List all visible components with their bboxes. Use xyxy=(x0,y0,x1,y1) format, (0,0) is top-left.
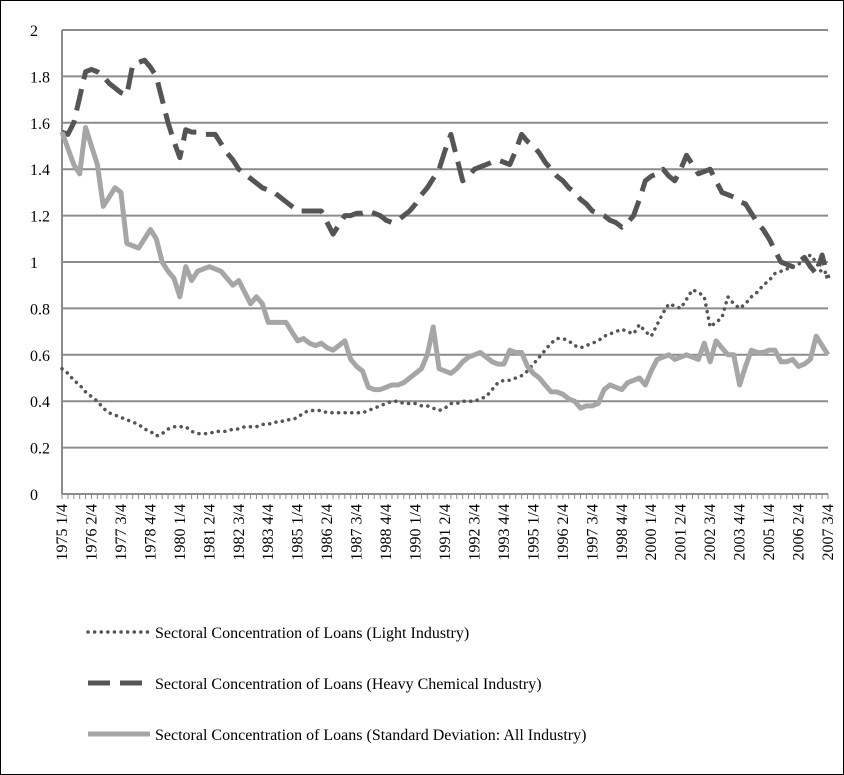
y-tick-label: 0.4 xyxy=(30,394,50,411)
x-tick-label: 1996 2/4 xyxy=(555,504,572,560)
x-tick-label: 2001 2/4 xyxy=(673,504,690,560)
y-tick-label: 1.4 xyxy=(30,162,50,179)
y-tick-label: 1.6 xyxy=(30,116,50,133)
y-tick-label: 1.2 xyxy=(30,209,50,226)
series-line xyxy=(59,124,831,411)
legend-label: Sectoral Concentration of Loans (Heavy C… xyxy=(155,676,542,693)
x-tick-label: 1997 3/4 xyxy=(584,504,601,560)
x-tick-label: 1981 2/4 xyxy=(201,504,218,560)
legend-label: Sectoral Concentration of Loans (Light I… xyxy=(155,625,469,642)
x-tick-label: 1987 3/4 xyxy=(349,504,366,560)
y-tick-label: 0.8 xyxy=(30,301,50,318)
x-tick-label: 1982 3/4 xyxy=(231,504,248,560)
x-tick-label: 2006 2/4 xyxy=(791,504,808,560)
y-tick-label: 0.6 xyxy=(30,348,50,365)
y-tick-label: 1.8 xyxy=(30,69,50,86)
x-tick-label: 1988 4/4 xyxy=(378,504,395,560)
x-tick-label: 1995 1/4 xyxy=(525,504,542,560)
x-tick-label: 1983 4/4 xyxy=(260,504,277,560)
legend-label: Sectoral Concentration of Loans (Standar… xyxy=(155,727,586,744)
x-tick-label: 2005 1/4 xyxy=(761,504,778,560)
x-tick-label: 2003 4/4 xyxy=(732,504,749,560)
x-tick-label: 2000 1/4 xyxy=(643,504,660,560)
y-tick-label: 1 xyxy=(30,255,38,272)
x-tick-label: 2002 3/4 xyxy=(702,504,719,560)
x-tick-label: 1980 1/4 xyxy=(172,504,189,560)
x-tick-label: 1976 2/4 xyxy=(83,504,100,560)
series-line xyxy=(60,253,830,438)
x-tick-label: 1985 1/4 xyxy=(290,504,307,560)
x-tick-label: 1998 4/4 xyxy=(614,504,631,560)
series-line xyxy=(61,57,831,279)
x-tick-label: 1992 3/4 xyxy=(466,504,483,560)
y-tick-label: 0.2 xyxy=(30,441,50,458)
x-tick-label: 1977 3/4 xyxy=(113,504,130,560)
x-tick-label: 1986 2/4 xyxy=(319,504,336,560)
x-tick-label: 1975 1/4 xyxy=(54,504,71,560)
x-tick-label: 1991 2/4 xyxy=(437,504,454,560)
x-tick-label: 1978 4/4 xyxy=(142,504,159,560)
y-tick-label: 0 xyxy=(30,487,38,504)
y-tick-label: 2 xyxy=(30,23,38,40)
x-tick-label: 1993 4/4 xyxy=(496,504,513,560)
x-tick-label: 1990 1/4 xyxy=(408,504,425,560)
x-tick-label: 2007 3/4 xyxy=(820,504,837,560)
